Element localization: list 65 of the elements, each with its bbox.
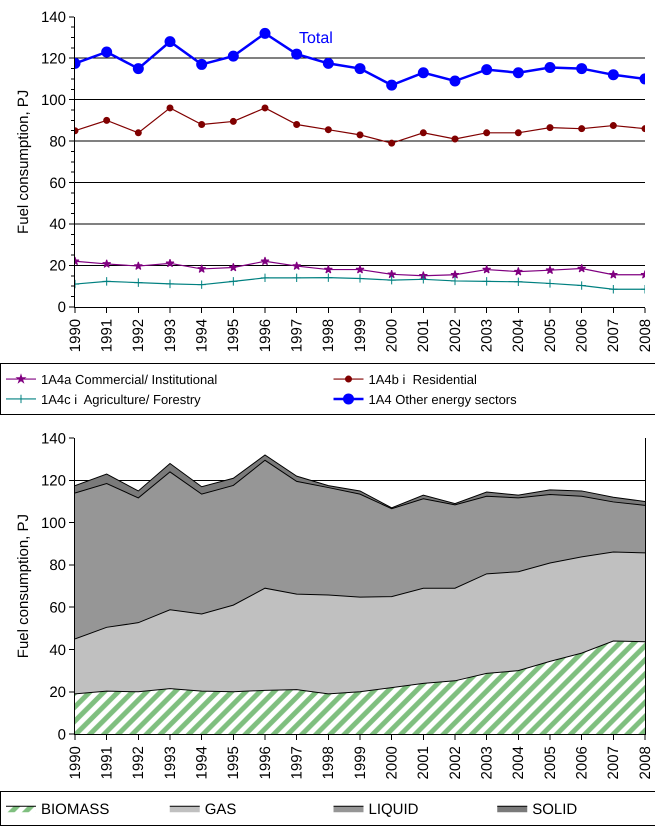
y-tick-label: 20: [49, 258, 66, 275]
x-tick-label: 2007: [605, 746, 622, 780]
legend-label: 1A4c i Agriculture/ Forestry: [41, 392, 202, 408]
y-tick-label: 120: [40, 472, 66, 490]
x-tick-label: 2002: [446, 746, 464, 780]
legend-label: 1A4b i Residential: [368, 372, 478, 388]
x-tick-label: 1996: [256, 746, 274, 780]
x-tick-label: 2008: [636, 746, 654, 780]
x-tick-label: 2003: [478, 746, 496, 780]
x-tick-label: 1992: [130, 746, 148, 780]
y-tick-label: 140: [40, 9, 66, 26]
x-tick-label: 1998: [320, 746, 338, 780]
x-tick-label: 2001: [415, 746, 432, 780]
x-tick-label: 2008: [636, 318, 654, 352]
x-tick-label: 2007: [605, 318, 622, 352]
y-tick-label: 0: [58, 299, 66, 316]
legend-label: GAS: [204, 801, 236, 818]
y-tick-label: 20: [49, 684, 66, 702]
legend-label: LIQUID: [368, 801, 419, 818]
y-tick-label: 80: [49, 133, 66, 150]
legend-label: 1A4a Commercial/ Institutional: [41, 372, 218, 388]
x-tick-label: 2003: [478, 318, 496, 352]
y-axis-title: Fuel consumption, PJ: [15, 90, 32, 234]
x-tick-label: 1994: [194, 746, 211, 780]
y-tick-label: 140: [40, 430, 66, 448]
x-tick-label: 1990: [66, 318, 84, 352]
legend-label: SOLID: [532, 801, 578, 818]
y-tick-label: 100: [40, 514, 66, 532]
x-tick-label: 2005: [542, 318, 559, 352]
x-tick-label: 1991: [98, 746, 116, 780]
x-tick-label: 1990: [66, 746, 84, 780]
y-tick-label: 40: [49, 642, 66, 659]
x-tick-label: 2000: [384, 318, 401, 352]
x-tick-label: 2004: [510, 746, 528, 780]
y-tick-label: 60: [49, 174, 66, 192]
x-tick-label: 1997: [288, 746, 306, 780]
annotation: Total: [299, 30, 333, 47]
y-tick-label: 80: [49, 557, 66, 574]
y-axis-title: Fuel consumption, PJ: [15, 514, 32, 658]
x-tick-label: 2001: [415, 318, 432, 352]
x-tick-label: 2005: [542, 746, 559, 780]
y-tick-label: 40: [49, 216, 66, 234]
y-tick-label: 120: [40, 50, 66, 68]
x-tick-label: 1997: [288, 318, 306, 352]
x-tick-label: 2006: [574, 318, 591, 352]
x-tick-label: 1995: [225, 318, 242, 352]
x-tick-label: 1993: [162, 746, 179, 780]
legend-label: 1A4 Other energy sectors: [368, 392, 518, 408]
y-tick-label: 0: [58, 726, 66, 744]
x-tick-label: 2006: [574, 746, 591, 780]
x-tick-label: 1992: [130, 318, 148, 352]
x-tick-label: 1991: [98, 318, 116, 352]
x-tick-label: 1996: [256, 318, 274, 352]
x-tick-label: 1999: [352, 746, 369, 780]
x-tick-label: 1995: [225, 746, 242, 780]
y-tick-label: 100: [40, 92, 66, 109]
y-tick-label: 60: [49, 599, 66, 616]
x-tick-label: 2004: [510, 318, 528, 352]
x-tick-label: 2002: [446, 318, 464, 352]
x-tick-label: 1999: [352, 318, 369, 352]
x-tick-label: 1993: [162, 318, 179, 352]
x-tick-label: 1998: [320, 318, 338, 352]
legend-label: BIOMASS: [41, 801, 110, 818]
x-tick-label: 2000: [384, 746, 401, 780]
x-tick-label: 1994: [194, 318, 211, 352]
